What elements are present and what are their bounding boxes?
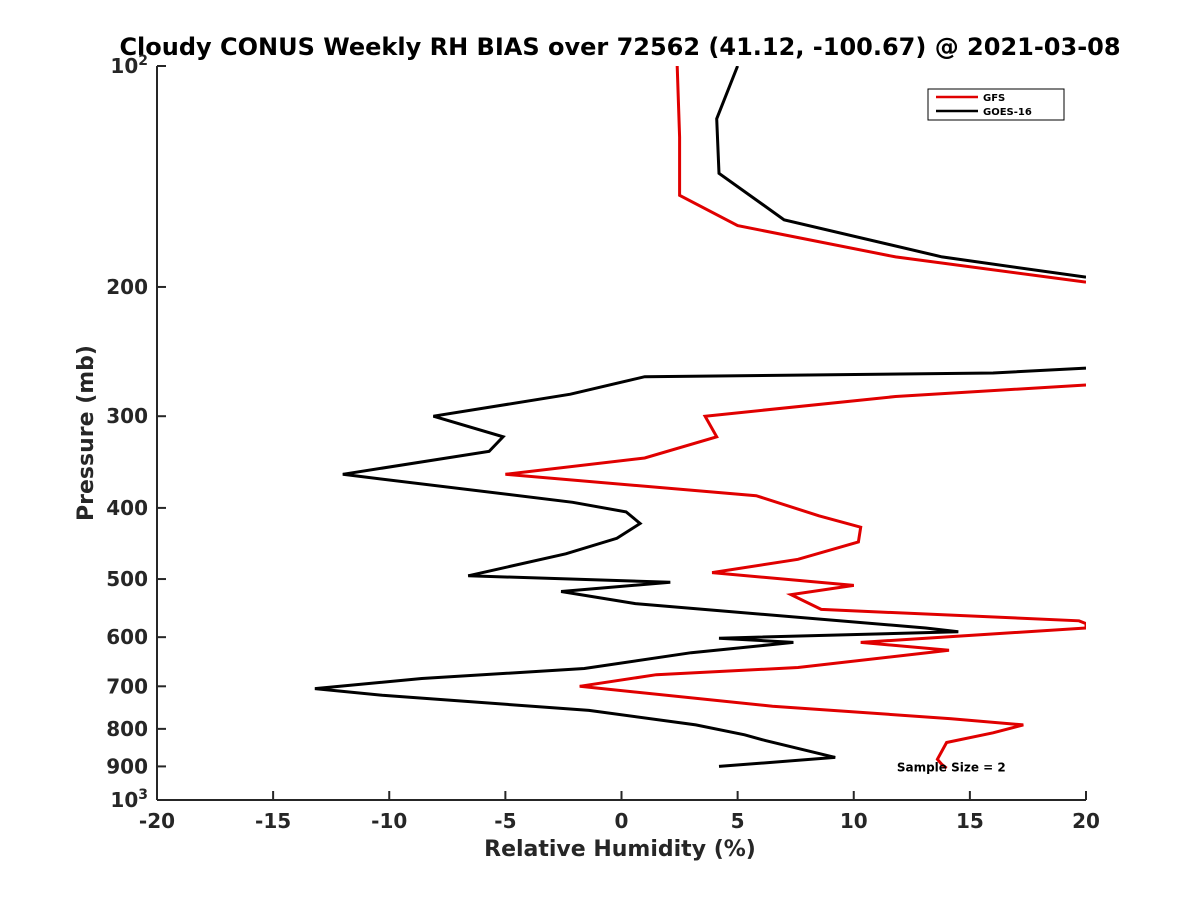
x-tick-label: 10 bbox=[840, 809, 868, 833]
x-tick-label: -10 bbox=[371, 809, 407, 833]
y-tick-label: 500 bbox=[106, 567, 148, 591]
sample-size-annotation: Sample Size = 2 bbox=[897, 760, 1006, 774]
y-tick-label: 400 bbox=[106, 496, 148, 520]
x-tick-label: 20 bbox=[1072, 809, 1100, 833]
y-tick-label: 900 bbox=[106, 754, 148, 778]
legend-label-gfs: GFS bbox=[983, 93, 1005, 104]
y-tick-label: 300 bbox=[106, 404, 148, 428]
x-tick-label: 15 bbox=[956, 809, 984, 833]
legend-label-goes16: GOES-16 bbox=[983, 107, 1032, 118]
x-tick-label: -20 bbox=[139, 809, 175, 833]
y-tick-label: 800 bbox=[106, 717, 148, 741]
x-tick-label: 0 bbox=[615, 809, 629, 833]
series-line-gfs bbox=[505, 66, 1086, 770]
y-tick-label: 200 bbox=[106, 275, 148, 299]
y-tick-label: 600 bbox=[106, 625, 148, 649]
y-axis-label: Pressure (mb) bbox=[74, 345, 99, 521]
x-tick-label: -5 bbox=[494, 809, 516, 833]
x-tick-label: 5 bbox=[731, 809, 745, 833]
annotations: Sample Size = 2 bbox=[897, 760, 1006, 774]
x-axis-ticks: -20 -15 -10 -5 0 5 10 15 20 bbox=[139, 791, 1100, 833]
y-tick-label: 102 bbox=[110, 53, 148, 78]
legend: GFS GOES-16 bbox=[927, 88, 1065, 121]
plot-area bbox=[314, 66, 1086, 770]
chart-title: Cloudy CONUS Weekly RH BIAS over 72562 (… bbox=[119, 33, 1120, 61]
y-axis-ticks: 102 200 300 400 500 600 700 800 900 103 bbox=[106, 53, 166, 812]
x-tick-label: -15 bbox=[255, 809, 291, 833]
series-line-goes16 bbox=[314, 66, 1086, 768]
y-tick-label: 700 bbox=[106, 674, 148, 698]
x-axis-label: Relative Humidity (%) bbox=[484, 837, 756, 862]
y-tick-label: 103 bbox=[110, 787, 148, 812]
legend-box bbox=[927, 88, 1065, 121]
